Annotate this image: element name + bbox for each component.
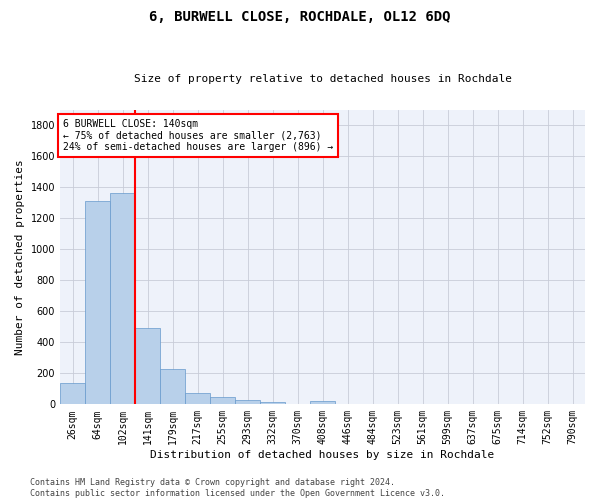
X-axis label: Distribution of detached houses by size in Rochdale: Distribution of detached houses by size … <box>151 450 494 460</box>
Y-axis label: Number of detached properties: Number of detached properties <box>15 159 25 355</box>
Text: 6 BURWELL CLOSE: 140sqm
← 75% of detached houses are smaller (2,763)
24% of semi: 6 BURWELL CLOSE: 140sqm ← 75% of detache… <box>62 118 333 152</box>
Bar <box>310 401 335 404</box>
Bar <box>110 194 135 404</box>
Bar <box>235 400 260 404</box>
Bar <box>260 402 285 404</box>
Bar <box>85 201 110 404</box>
Bar <box>160 370 185 404</box>
Title: Size of property relative to detached houses in Rochdale: Size of property relative to detached ho… <box>134 74 512 84</box>
Bar <box>210 398 235 404</box>
Text: 6, BURWELL CLOSE, ROCHDALE, OL12 6DQ: 6, BURWELL CLOSE, ROCHDALE, OL12 6DQ <box>149 10 451 24</box>
Bar <box>60 384 85 404</box>
Bar <box>185 392 210 404</box>
Bar <box>135 328 160 404</box>
Text: Contains HM Land Registry data © Crown copyright and database right 2024.
Contai: Contains HM Land Registry data © Crown c… <box>30 478 445 498</box>
